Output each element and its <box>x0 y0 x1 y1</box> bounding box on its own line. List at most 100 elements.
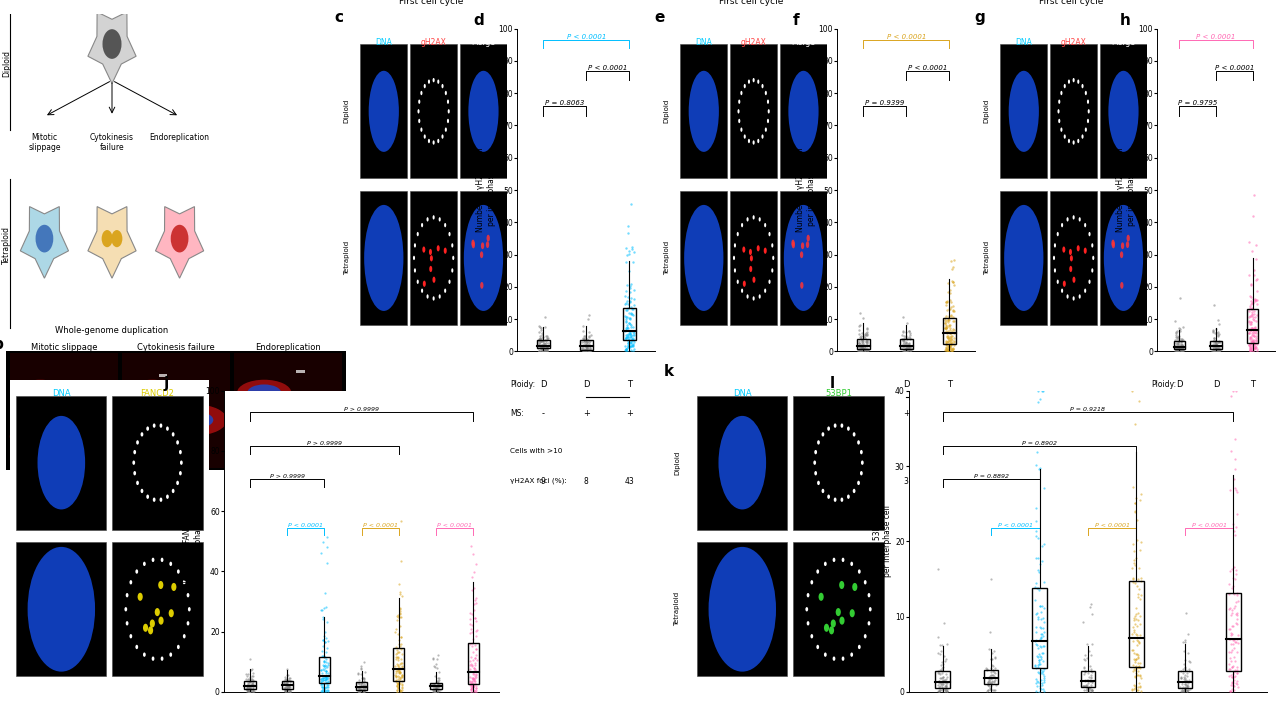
Point <box>1079 675 1100 687</box>
Point <box>1247 274 1267 285</box>
Point <box>620 286 640 298</box>
Point <box>1221 609 1242 620</box>
Circle shape <box>813 460 817 465</box>
Point <box>1245 328 1266 339</box>
Point <box>242 679 262 690</box>
Point <box>465 675 485 686</box>
Point <box>616 341 636 352</box>
Point <box>856 330 877 341</box>
Point <box>1128 648 1148 660</box>
Point <box>936 320 956 332</box>
Point <box>1130 489 1151 500</box>
Circle shape <box>806 234 810 242</box>
Point <box>1025 503 1046 514</box>
Point <box>1239 305 1260 317</box>
Point <box>938 287 959 298</box>
Point <box>1130 589 1151 601</box>
Circle shape <box>829 626 835 635</box>
Point <box>849 338 869 349</box>
Point <box>1025 581 1046 592</box>
Point <box>936 338 956 349</box>
Circle shape <box>1084 288 1087 293</box>
Point <box>242 678 262 689</box>
Point <box>352 685 372 696</box>
Point <box>979 676 1000 688</box>
Point <box>943 305 964 317</box>
Circle shape <box>155 608 160 616</box>
Point <box>942 345 963 356</box>
Point <box>936 297 956 308</box>
Point <box>936 681 956 693</box>
Point <box>899 337 919 348</box>
Point <box>978 685 998 696</box>
Point <box>1083 666 1103 678</box>
Point <box>1171 340 1192 351</box>
FancyBboxPatch shape <box>64 443 73 446</box>
Point <box>534 344 554 356</box>
Point <box>316 678 337 689</box>
Point <box>392 678 412 690</box>
Ellipse shape <box>23 384 58 401</box>
Point <box>388 677 408 688</box>
Text: T: T <box>947 380 952 389</box>
Point <box>1029 680 1050 692</box>
Point <box>618 338 639 349</box>
Point <box>276 682 297 693</box>
Point <box>936 684 956 695</box>
Point <box>1027 582 1047 594</box>
Circle shape <box>742 280 746 287</box>
Circle shape <box>842 657 845 661</box>
Point <box>388 680 408 692</box>
Point <box>1170 671 1190 683</box>
Text: Diploid: Diploid <box>1 50 12 77</box>
Point <box>933 658 954 670</box>
Point <box>577 343 598 354</box>
Point <box>900 344 920 356</box>
Point <box>572 336 593 347</box>
Point <box>1175 675 1196 686</box>
Point <box>571 343 591 354</box>
Point <box>311 651 332 663</box>
Point <box>937 685 957 697</box>
Point <box>940 284 960 295</box>
Point <box>348 685 369 696</box>
Point <box>575 344 595 356</box>
Point <box>1129 562 1149 574</box>
Point <box>1172 682 1193 693</box>
Point <box>897 339 918 351</box>
Point <box>1165 346 1185 357</box>
Point <box>978 679 998 690</box>
Point <box>462 646 483 657</box>
Point <box>538 332 558 343</box>
Text: Ploidy:: Ploidy: <box>1151 380 1176 389</box>
Point <box>896 326 916 338</box>
Point <box>1128 652 1148 664</box>
Circle shape <box>1087 119 1089 123</box>
Circle shape <box>444 247 447 254</box>
Point <box>1125 505 1146 516</box>
Point <box>893 341 914 353</box>
Point <box>389 685 410 697</box>
Point <box>1206 343 1226 355</box>
Point <box>465 673 485 685</box>
Point <box>1175 665 1196 676</box>
Point <box>941 309 961 320</box>
Point <box>385 623 406 635</box>
Point <box>932 657 952 668</box>
Point <box>896 343 916 354</box>
Circle shape <box>422 280 426 287</box>
Point <box>1244 321 1265 333</box>
Ellipse shape <box>166 404 227 435</box>
Point <box>1206 339 1226 351</box>
Point <box>426 684 447 695</box>
Point <box>622 310 643 321</box>
Point <box>276 680 297 691</box>
Point <box>983 667 1004 678</box>
Point <box>1129 637 1149 648</box>
Point <box>462 680 483 691</box>
Point <box>385 670 406 682</box>
Point <box>1228 668 1248 679</box>
Point <box>238 678 259 689</box>
Point <box>1171 684 1192 695</box>
Point <box>462 669 483 680</box>
